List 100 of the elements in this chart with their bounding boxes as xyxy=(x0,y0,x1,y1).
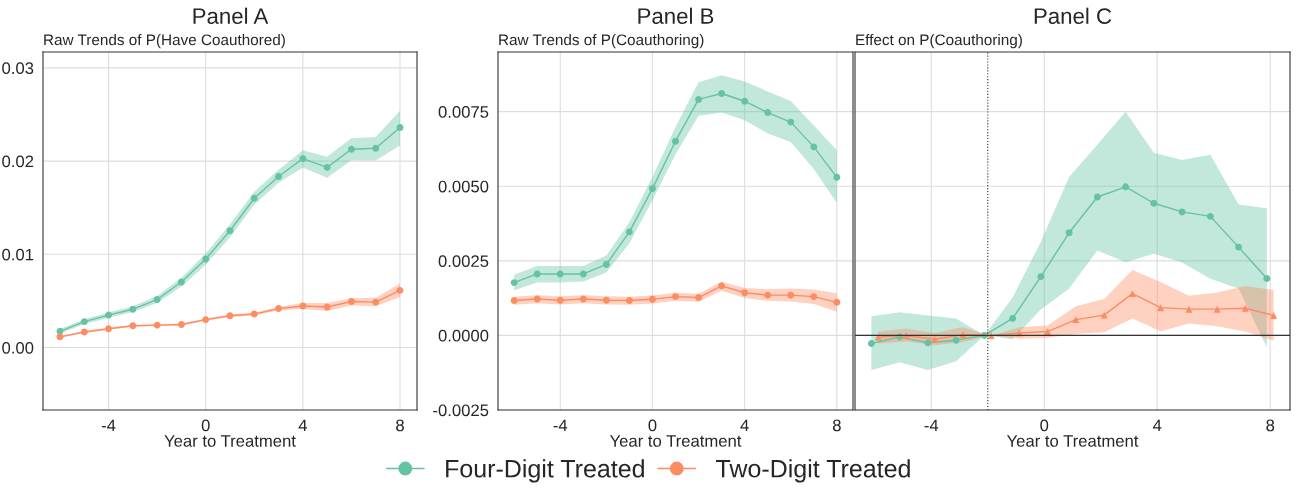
point xyxy=(533,295,541,303)
point xyxy=(129,322,137,330)
point xyxy=(833,173,841,181)
y-tick-label: -0.0025 xyxy=(433,404,489,417)
point xyxy=(672,137,679,145)
point xyxy=(1122,183,1130,191)
chart-title: Panel C xyxy=(1034,7,1112,24)
point xyxy=(153,296,161,303)
x-tick-label: 8 xyxy=(1266,419,1275,432)
chart-subtitle: Effect on P(Coauthoring) xyxy=(856,33,1022,49)
point xyxy=(1157,304,1165,312)
chart-title: Panel A xyxy=(193,7,269,24)
point xyxy=(105,325,113,333)
x-tick-label: 0 xyxy=(1040,419,1049,432)
point xyxy=(764,109,772,117)
point xyxy=(1150,199,1158,207)
point xyxy=(1235,243,1243,251)
point xyxy=(718,282,726,290)
point xyxy=(579,270,587,278)
point xyxy=(1093,193,1101,201)
point xyxy=(510,279,518,287)
point xyxy=(347,145,355,153)
point xyxy=(695,95,703,103)
point xyxy=(299,302,307,310)
point xyxy=(787,118,795,126)
point xyxy=(1044,328,1052,336)
point xyxy=(648,185,656,193)
point xyxy=(396,124,404,131)
point xyxy=(226,227,234,235)
x-tick-label: -4 xyxy=(924,419,939,432)
point xyxy=(741,97,749,105)
x-tick-label: -4 xyxy=(553,419,568,432)
x-axis-title: Year to Treatment xyxy=(609,435,742,447)
legend-label: Four-Digit Treated xyxy=(446,459,644,483)
point xyxy=(810,143,818,151)
x-tick-label: 0 xyxy=(201,419,210,432)
point xyxy=(250,194,258,202)
point xyxy=(787,291,795,299)
point xyxy=(153,321,161,329)
point xyxy=(867,340,875,347)
point xyxy=(202,316,210,324)
point xyxy=(299,155,307,163)
point xyxy=(1100,311,1108,319)
y-tick-label: 0.01 xyxy=(2,248,34,261)
point xyxy=(129,305,137,313)
x-tick-label: 0 xyxy=(648,419,657,432)
x-tick-label: 4 xyxy=(1152,419,1162,432)
point xyxy=(1037,273,1045,281)
point xyxy=(80,318,88,326)
point xyxy=(1072,316,1080,324)
point xyxy=(1009,314,1017,322)
point xyxy=(177,278,185,286)
point xyxy=(533,270,541,278)
x-tick-label: 4 xyxy=(298,419,307,432)
legend-label: Two-Digit Treated xyxy=(716,459,910,483)
point xyxy=(202,255,210,263)
point xyxy=(1213,305,1221,313)
y-tick-label: 0.0025 xyxy=(438,255,489,268)
point xyxy=(602,296,610,304)
point xyxy=(924,339,932,347)
point xyxy=(323,163,331,171)
point xyxy=(579,295,587,303)
point xyxy=(952,336,960,344)
x-tick-label: -4 xyxy=(101,419,116,432)
point xyxy=(226,312,234,320)
chart-subtitle: Raw Trends of P(Coauthoring) xyxy=(499,33,704,49)
x-tick-label: 8 xyxy=(396,419,404,432)
point xyxy=(602,260,610,268)
x-axis-title: Year to Treatment xyxy=(164,435,296,447)
x-tick-label: 8 xyxy=(832,419,841,432)
point xyxy=(1065,229,1073,237)
y-tick-label: 0.0000 xyxy=(438,329,489,342)
point xyxy=(372,298,380,306)
point xyxy=(396,286,404,294)
chart-title: Panel B xyxy=(638,7,714,24)
point xyxy=(1263,274,1271,282)
point xyxy=(1128,290,1136,298)
point xyxy=(510,297,518,304)
point xyxy=(764,291,772,299)
point xyxy=(372,144,380,152)
point xyxy=(80,328,88,336)
point xyxy=(1241,304,1249,312)
y-tick-label: 0.0075 xyxy=(438,106,489,118)
point xyxy=(1185,305,1193,313)
y-tick-label: 0.0050 xyxy=(438,180,489,193)
y-tick-label: 0.03 xyxy=(2,62,34,75)
y-tick-label: 0.02 xyxy=(2,155,34,168)
point xyxy=(1270,311,1278,319)
x-axis-title: Year to Treatment xyxy=(1006,435,1139,447)
point xyxy=(347,298,355,305)
point xyxy=(648,295,656,303)
point xyxy=(275,173,283,181)
point xyxy=(177,321,185,328)
y-tick-label: 0.00 xyxy=(2,341,34,354)
point xyxy=(810,293,818,301)
point xyxy=(556,296,564,304)
point xyxy=(1206,212,1214,220)
point xyxy=(625,297,633,304)
point xyxy=(250,310,258,318)
point xyxy=(833,298,841,306)
